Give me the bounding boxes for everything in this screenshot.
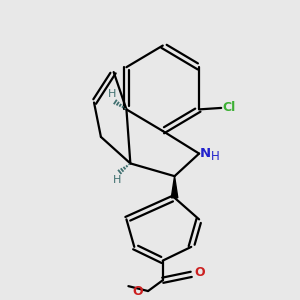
Text: N: N xyxy=(200,147,211,160)
Text: O: O xyxy=(132,285,143,298)
Text: H: H xyxy=(211,150,220,163)
Text: O: O xyxy=(195,266,206,279)
Text: Cl: Cl xyxy=(223,101,236,114)
Polygon shape xyxy=(171,176,178,198)
Text: H: H xyxy=(108,89,116,99)
Text: H: H xyxy=(112,175,121,184)
